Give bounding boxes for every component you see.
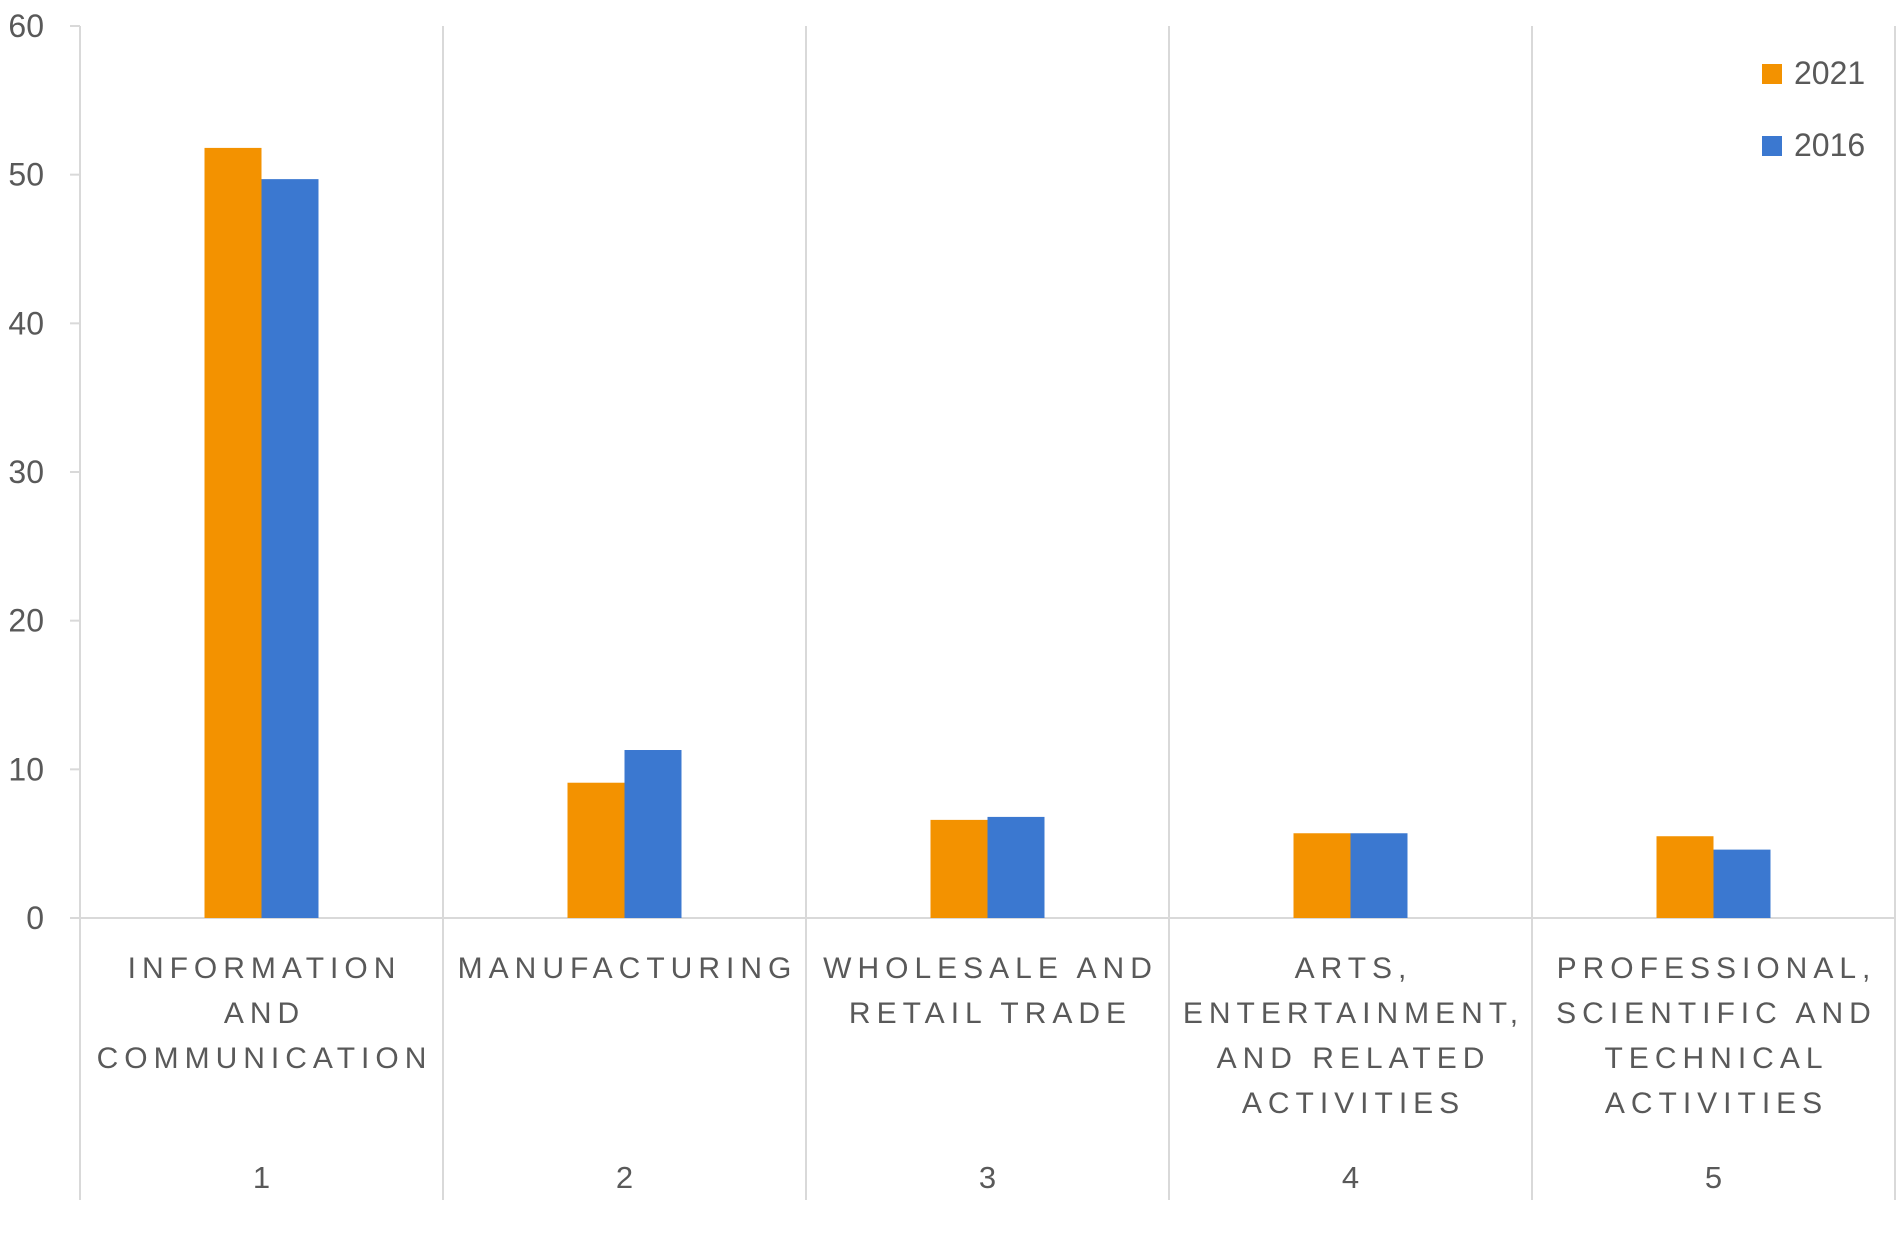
category-label: TECHNICAL <box>1604 1042 1828 1075</box>
category-label: INFORMATION <box>128 952 402 985</box>
y-tick-label: 20 <box>8 603 44 639</box>
bar-2021-2 <box>567 782 625 918</box>
y-tick-label: 30 <box>8 454 44 490</box>
category-label: ACTIVITIES <box>1242 1087 1465 1120</box>
category-label: AND <box>224 997 305 1030</box>
legend-swatch-2021 <box>1762 64 1782 84</box>
category-label: WHOLESALE AND <box>823 952 1158 985</box>
category-label: PROFESSIONAL, <box>1557 952 1877 985</box>
legend-label-2016: 2016 <box>1794 127 1865 163</box>
category-label: ENTERTAINMENT, <box>1183 997 1524 1030</box>
category-label: MANUFACTURING <box>458 952 798 985</box>
y-tick-label: 60 <box>8 8 44 44</box>
bar-2016-4 <box>1350 833 1408 918</box>
category-label: AND RELATED <box>1217 1042 1491 1075</box>
category-label: RETAIL TRADE <box>849 997 1132 1030</box>
legend-swatch-2016 <box>1762 136 1782 156</box>
y-tick-label: 10 <box>8 751 44 787</box>
bar-2016-2 <box>624 750 682 918</box>
legend: 2021 2016 <box>1762 55 1865 163</box>
category-index-label: 4 <box>1342 1160 1359 1195</box>
legend-label-2021: 2021 <box>1794 55 1865 91</box>
bar-2021-3 <box>930 819 988 918</box>
y-tick-label: 40 <box>8 305 44 341</box>
bar-2021-1 <box>204 147 262 918</box>
bar-2016-5 <box>1713 849 1771 918</box>
category-label: COMMUNICATION <box>97 1042 433 1075</box>
category-index-label: 3 <box>979 1160 996 1195</box>
category-label: ACTIVITIES <box>1605 1087 1828 1120</box>
bar-2021-4 <box>1293 833 1351 918</box>
bar-2016-3 <box>987 816 1045 918</box>
bars <box>204 147 1771 919</box>
y-tick-label: 0 <box>26 900 44 936</box>
y-tick-label: 50 <box>8 157 44 193</box>
bar-2021-5 <box>1656 836 1714 918</box>
bar-2016-1 <box>261 179 319 919</box>
category-label: ARTS, <box>1295 952 1413 985</box>
category-index-label: 2 <box>616 1160 633 1195</box>
category-index-label: 1 <box>253 1160 270 1195</box>
category-index-label: 5 <box>1705 1160 1722 1195</box>
labels: 0 10 20 30 40 50 60 INFORMATION AND COMMUNICATION… <box>8 8 1877 1195</box>
category-label: SCIENTIFIC AND <box>1556 997 1877 1030</box>
